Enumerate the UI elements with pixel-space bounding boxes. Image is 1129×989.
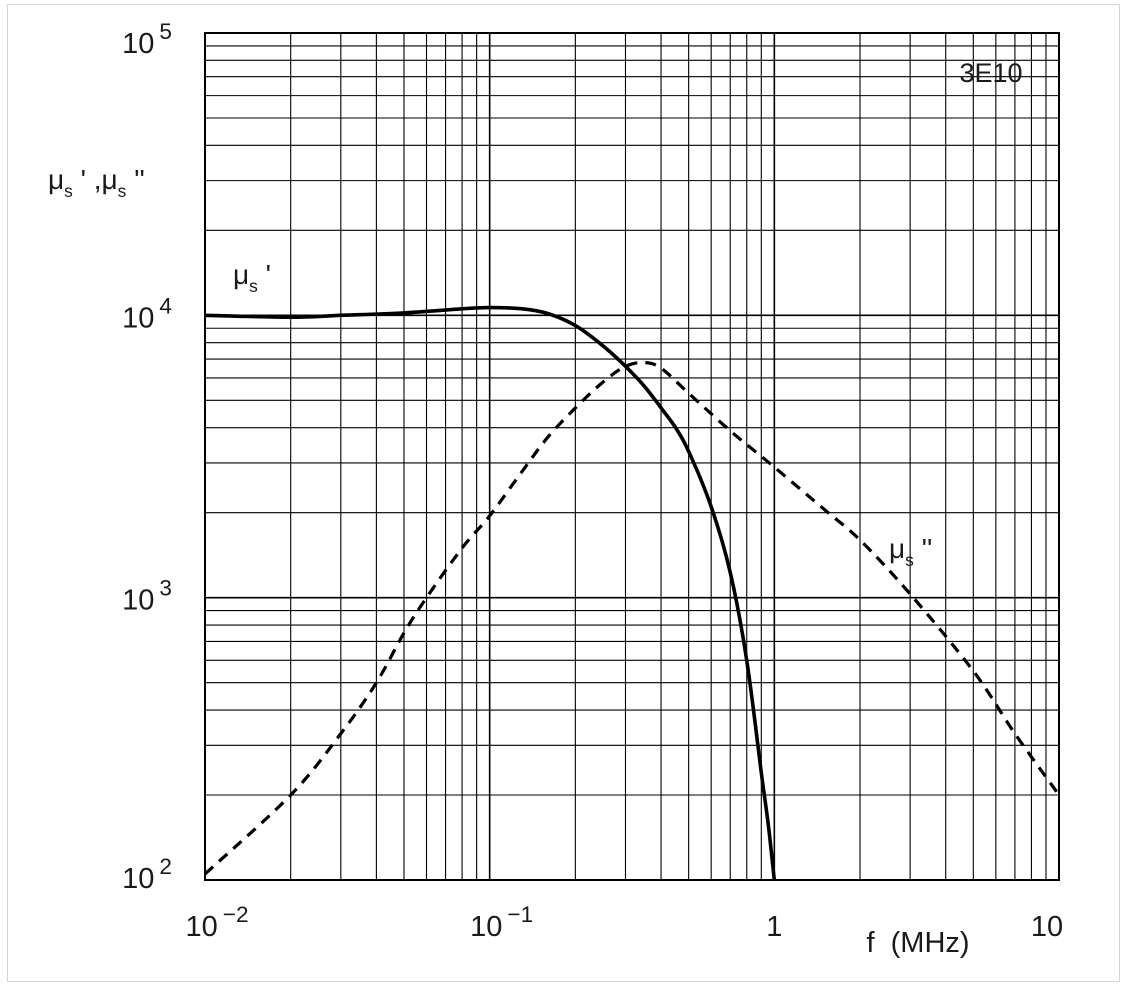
- x-tick-labels: 10 −2 10 −1 1 10: [185, 902, 1063, 943]
- y-axis-label-text: μs ' ,μs '': [48, 164, 145, 201]
- series-mu-imag-line: [203, 360, 1061, 876]
- chart-frame: [7, 4, 1120, 982]
- x-tick-label: 10 −2: [185, 902, 248, 943]
- series-labels: μs ' μs '': [233, 259, 932, 570]
- series-mu-real-line: [204, 305, 777, 881]
- x-tick-label: 10 −1: [470, 902, 533, 943]
- x-tick-label: 1: [766, 911, 782, 943]
- y-tick-label: 10 3: [122, 576, 172, 617]
- y-tick-label: 10 2: [122, 854, 172, 895]
- series-layer: [203, 305, 1061, 881]
- x-axis-label-group: f (MHz): [866, 927, 969, 959]
- y-tick-label: 10 5: [122, 19, 172, 60]
- series-label-mu-imag: μs '': [889, 533, 932, 570]
- y-tick-label: 10 4: [122, 293, 172, 334]
- x-tick-label: 10: [1031, 911, 1063, 943]
- grid-lines: [204, 33, 1059, 881]
- series-label-mu-real: μs ': [233, 259, 271, 296]
- material-label: 3E10: [959, 58, 1022, 88]
- y-axis-label: μs ' ,μs '': [48, 164, 145, 201]
- plot-border: [204, 32, 1060, 881]
- x-axis-label: f (MHz): [866, 927, 969, 959]
